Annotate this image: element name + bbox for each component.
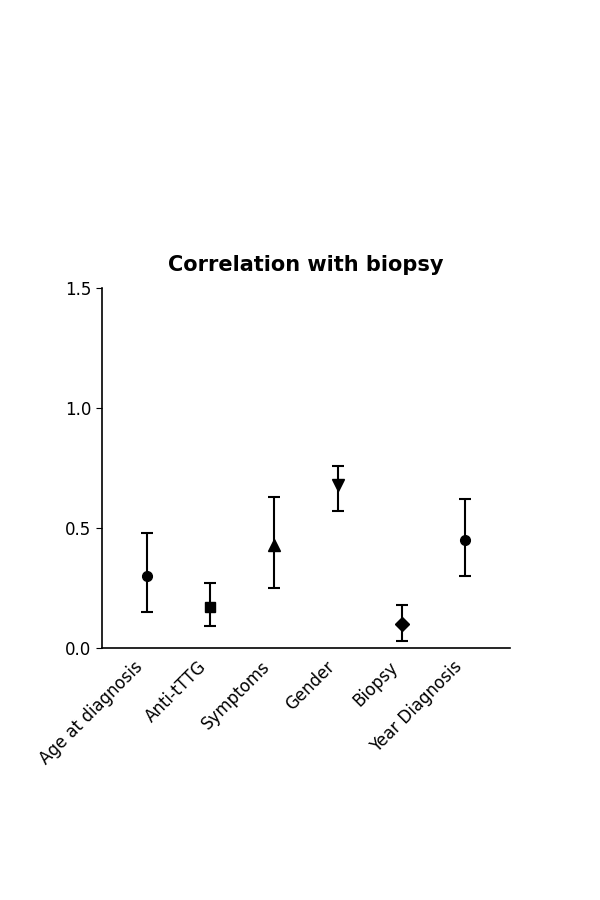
Title: Correlation with biopsy: Correlation with biopsy bbox=[168, 256, 444, 275]
